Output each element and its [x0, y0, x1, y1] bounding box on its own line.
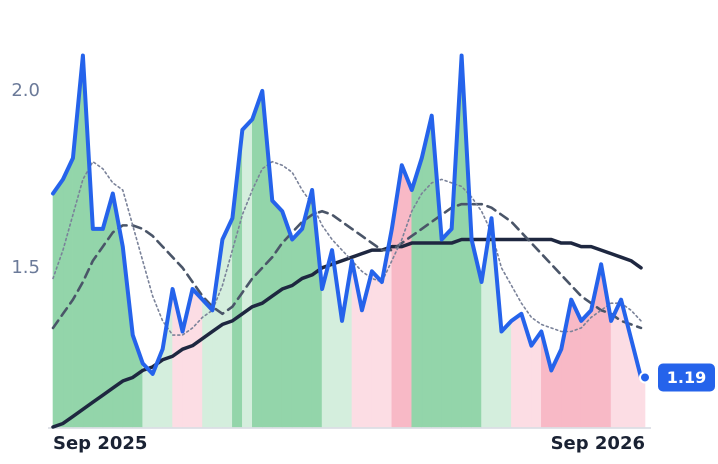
series-line: [51, 237, 643, 429]
last-value-badge: [658, 363, 715, 392]
regime-fill: [242, 118, 253, 428]
series-line: [51, 202, 643, 330]
regime-fill: [52, 178, 64, 428]
regime-fill: [511, 313, 522, 428]
regime-fill: [62, 158, 74, 428]
regime-fill: [281, 211, 293, 428]
x-tick-label: Sep 2026: [551, 433, 645, 454]
regime-fill: [252, 90, 263, 428]
series-line: [51, 53, 643, 380]
regime-fill: [271, 199, 283, 428]
regime-fill: [580, 309, 592, 428]
regime-fill: [501, 320, 512, 428]
regime-fill: [441, 228, 452, 428]
last-value-label: 1.19: [667, 368, 706, 387]
last-point: [639, 371, 651, 384]
regime-fill: [421, 115, 433, 428]
regime-fill: [640, 377, 646, 428]
regime-fill: [291, 228, 303, 428]
regime-fill: [401, 165, 413, 428]
series-line: [52, 160, 642, 336]
label-layer: 1.5 2.0 Sep 2025 Sep 2026 1.19: [11, 80, 715, 454]
regime-fill: [192, 288, 203, 428]
y-tick-label: 1.5: [11, 257, 40, 278]
regime-fill: [202, 298, 213, 428]
line-layer: [51, 53, 643, 429]
x-tick-label: Sep 2025: [53, 433, 147, 454]
regime-fill: [411, 158, 423, 428]
fill-layer: [48, 55, 651, 429]
regime-fill: [371, 270, 383, 428]
y-tick-label: 2.0: [11, 80, 40, 101]
